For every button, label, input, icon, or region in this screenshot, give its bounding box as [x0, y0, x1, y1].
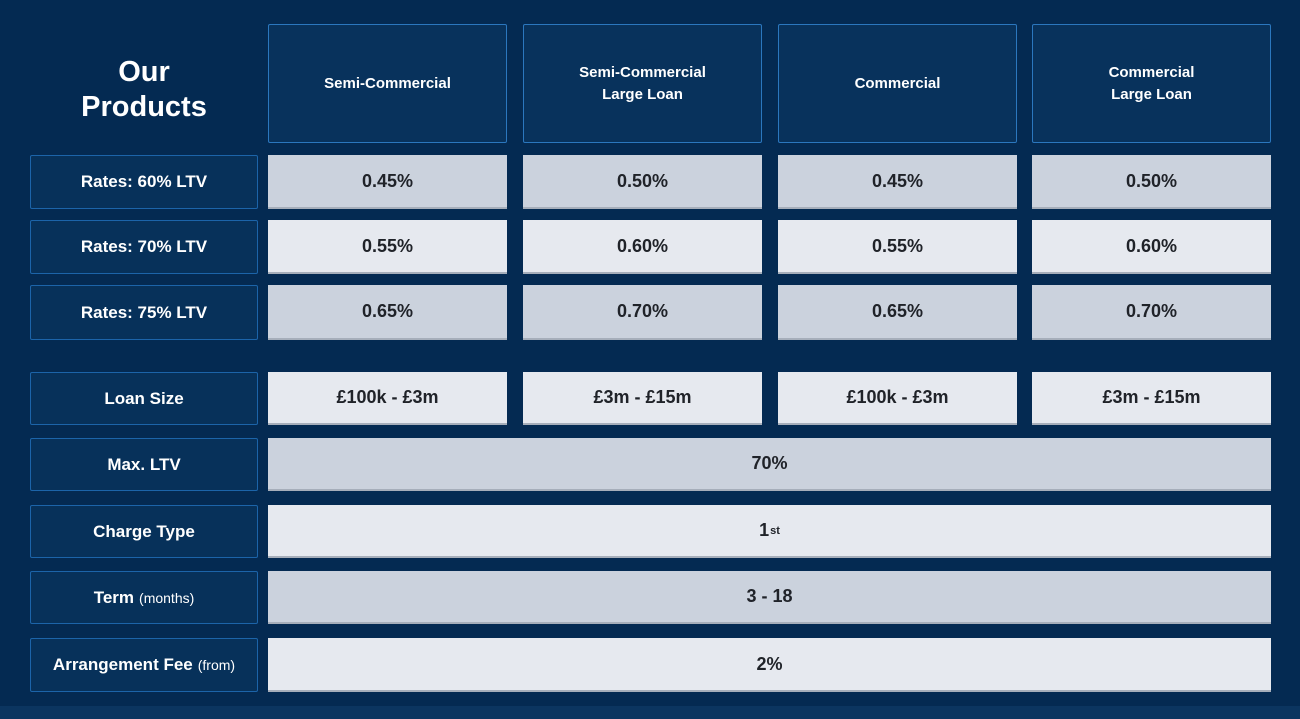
row-label-charge-type: Charge Type: [30, 505, 258, 558]
table-row-term: Term (months) 3 - 18: [0, 571, 1300, 624]
rate-cell: 0.55%: [268, 220, 507, 274]
bottom-accent-bar: [0, 706, 1300, 719]
rate-cell: 0.60%: [523, 220, 762, 274]
rate-cell: 0.65%: [268, 285, 507, 340]
row-label-rates-60-ltv: Rates: 60% LTV: [30, 155, 258, 209]
column-header-semi-commercial: Semi-Commercial: [268, 24, 507, 143]
rate-cell: 0.55%: [778, 220, 1017, 274]
max-ltv-cell: 70%: [268, 438, 1271, 491]
rate-cell: 0.50%: [1032, 155, 1271, 209]
arrangement-fee-cell: 2%: [268, 638, 1271, 692]
rate-cell: 0.70%: [523, 285, 762, 340]
table-row-rates-75-ltv: Rates: 75% LTV 0.65% 0.70% 0.65% 0.70%: [0, 285, 1300, 340]
row-label-rates-75-ltv: Rates: 75% LTV: [30, 285, 258, 340]
column-header-commercial-large-loan: Commercial Large Loan: [1032, 24, 1271, 143]
row-label-term: Term (months): [30, 571, 258, 624]
loan-size-cell: £3m - £15m: [523, 372, 762, 425]
table-row-rates-60-ltv: Rates: 60% LTV 0.45% 0.50% 0.45% 0.50%: [0, 155, 1300, 209]
rate-cell: 0.60%: [1032, 220, 1271, 274]
rate-cell: 0.70%: [1032, 285, 1271, 340]
table-row-loan-size: Loan Size £100k - £3m £3m - £15m £100k -…: [0, 372, 1300, 425]
rate-cell: 0.50%: [523, 155, 762, 209]
row-label-arrangement-fee: Arrangement Fee (from): [30, 638, 258, 692]
rate-cell: 0.45%: [778, 155, 1017, 209]
table-row-max-ltv: Max. LTV 70%: [0, 438, 1300, 491]
row-label-rates-70-ltv: Rates: 70% LTV: [30, 220, 258, 274]
page-title: Our Products: [81, 56, 207, 123]
column-header-semi-commercial-large-loan: Semi-Commercial Large Loan: [523, 24, 762, 143]
term-cell: 3 - 18: [268, 571, 1271, 624]
row-label-max-ltv: Max. LTV: [30, 438, 258, 491]
loan-size-cell: £3m - £15m: [1032, 372, 1271, 425]
column-header-commercial: Commercial: [778, 24, 1017, 143]
loan-size-cell: £100k - £3m: [778, 372, 1017, 425]
rate-cell: 0.45%: [268, 155, 507, 209]
loan-size-cell: £100k - £3m: [268, 372, 507, 425]
row-label-loan-size: Loan Size: [30, 372, 258, 425]
rate-cell: 0.65%: [778, 285, 1017, 340]
table-row-rates-70-ltv: Rates: 70% LTV 0.55% 0.60% 0.55% 0.60%: [0, 220, 1300, 274]
table-row-arrangement-fee: Arrangement Fee (from) 2%: [0, 638, 1300, 692]
